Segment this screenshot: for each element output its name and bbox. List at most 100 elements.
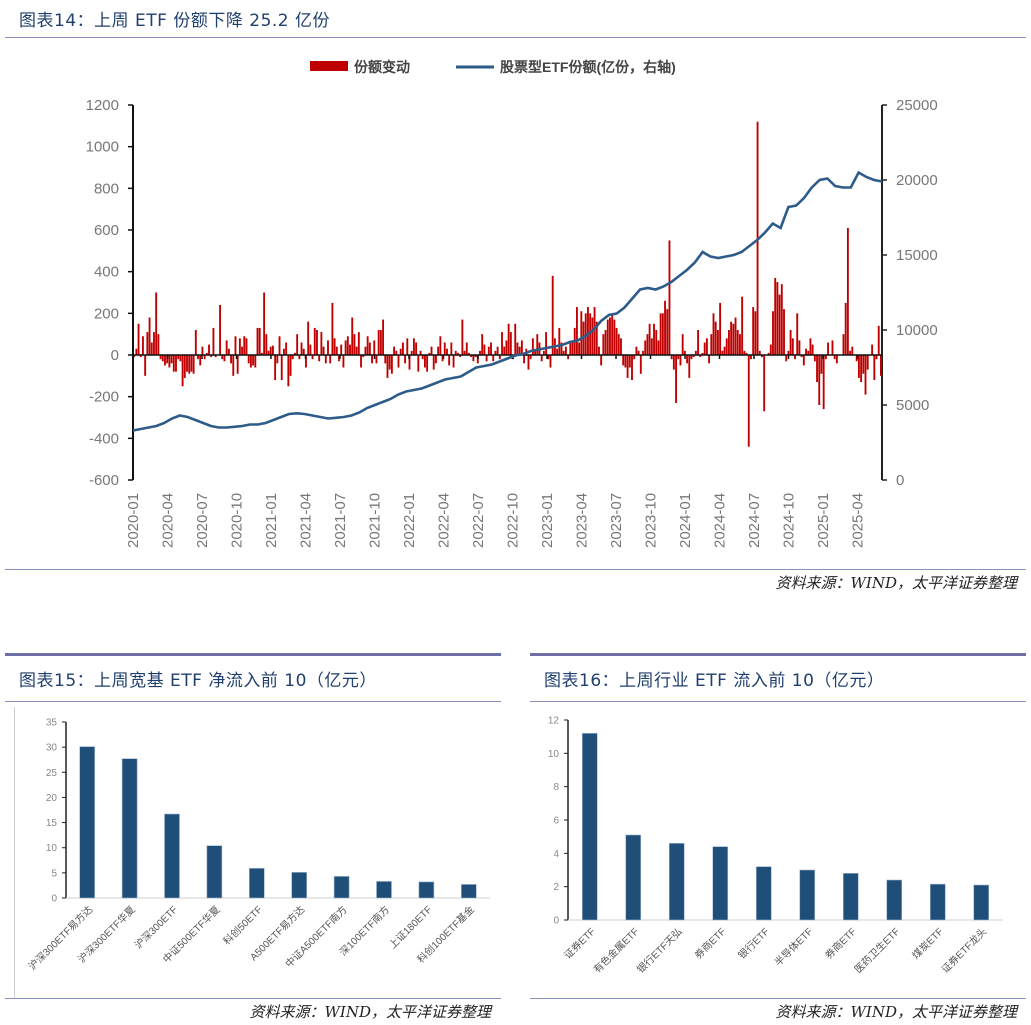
x-tick-label: 2025-04 — [850, 493, 867, 548]
share-change-bar — [589, 313, 592, 355]
share-change-bar — [571, 340, 574, 355]
share-change-bar — [611, 313, 614, 355]
share-change-bar — [355, 346, 358, 355]
share-change-bar — [307, 321, 310, 355]
share-change-bar — [346, 336, 349, 355]
share-change-bar — [807, 350, 810, 355]
share-change-bar — [481, 334, 484, 355]
y-tick-label: 20 — [46, 793, 58, 804]
share-change-bar — [767, 352, 770, 355]
share-change-bar — [305, 355, 307, 368]
share-change-bar — [446, 348, 448, 355]
share-change-bar — [520, 340, 523, 355]
share-change-bar — [798, 340, 801, 355]
share-change-bar — [514, 323, 517, 355]
share-change-bar — [851, 346, 854, 355]
share-change-bar — [833, 355, 836, 360]
share-change-bar — [439, 336, 442, 355]
share-change-bar — [457, 352, 459, 355]
share-change-bar — [219, 305, 221, 355]
category-label: 券商ETF — [822, 925, 859, 962]
share-change-bar — [285, 342, 288, 355]
right-tick-label: 0 — [896, 472, 904, 489]
share-change-bar — [642, 350, 644, 355]
share-change-bar — [668, 240, 671, 355]
share-change-bar — [679, 355, 682, 366]
share-change-bar — [357, 332, 360, 355]
chart15-title: 图表15：上周宽基 ETF 净流入前 10（亿元） — [19, 671, 377, 691]
share-change-bar — [844, 302, 847, 355]
x-tick-label: 2023-07 — [608, 493, 625, 548]
share-change-bar — [322, 346, 325, 355]
bar — [206, 845, 223, 899]
share-change-bar — [690, 355, 693, 360]
share-change-bar — [657, 340, 660, 355]
share-change-bar — [772, 311, 774, 355]
share-change-bar — [243, 336, 246, 355]
chart16-top-rule — [530, 653, 1026, 656]
share-change-bar — [672, 355, 675, 370]
share-change-bar — [371, 355, 373, 364]
share-change-bar — [527, 355, 530, 370]
share-change-bar — [545, 332, 548, 355]
share-change-bar — [820, 355, 823, 374]
share-change-bar — [157, 334, 160, 355]
share-change-bar — [761, 355, 763, 358]
share-change-bar — [875, 355, 878, 360]
bar — [886, 879, 903, 921]
share-change-bar — [871, 344, 874, 355]
share-change-bar — [377, 330, 380, 355]
share-change-bar — [604, 330, 607, 355]
share-change-bar — [474, 355, 477, 358]
chart14-right-axis: 25000 20000 15000 10000 5000 0 — [881, 97, 938, 489]
share-change-bar — [556, 348, 559, 355]
share-change-bar — [197, 355, 199, 360]
share-change-bar — [313, 327, 316, 355]
bar — [460, 884, 477, 899]
y-tick-label: 12 — [548, 716, 560, 727]
share-change-bar — [780, 284, 783, 355]
share-change-bar — [247, 355, 250, 364]
share-change-bar — [637, 350, 640, 355]
share-change-bar — [741, 296, 744, 355]
share-change-bar — [159, 355, 162, 360]
chart14-bars — [133, 121, 882, 447]
share-change-bar — [769, 344, 772, 355]
share-change-bar — [153, 332, 155, 355]
right-tick-label: 15000 — [896, 247, 938, 264]
share-change-bar — [505, 340, 508, 355]
bar — [79, 746, 95, 899]
left-tick-label: -400 — [89, 430, 119, 447]
x-tick-label: 2022-01 — [401, 493, 418, 548]
share-change-bar — [752, 307, 755, 355]
share-change-bar — [274, 355, 277, 380]
chart14-x-axis: 2020-01 2020-04 2020-07 2020-10 2021-01 2021-… — [125, 493, 867, 548]
share-change-bar — [725, 338, 728, 355]
share-change-bar — [723, 346, 726, 355]
share-change-bar — [245, 338, 248, 355]
share-change-bar — [289, 355, 292, 376]
share-change-bar — [426, 355, 429, 372]
chart15-bottom-rule — [5, 998, 501, 999]
share-change-bar — [181, 355, 184, 387]
share-change-bar — [320, 332, 323, 355]
share-change-bar — [794, 355, 796, 360]
category-label: 证券ETF — [561, 925, 598, 962]
share-change-bar — [388, 355, 391, 370]
share-change-bar — [710, 334, 713, 355]
share-change-bar — [778, 294, 781, 355]
share-change-bar — [362, 355, 365, 358]
share-change-bar — [417, 355, 420, 372]
share-change-bar — [635, 346, 638, 355]
share-change-bar — [296, 334, 299, 355]
share-change-bar — [498, 355, 501, 360]
share-change-bar — [344, 340, 347, 355]
share-change-bar — [271, 345, 274, 355]
share-change-bar — [397, 355, 400, 368]
share-change-bar — [562, 350, 565, 355]
share-change-bar — [732, 323, 735, 355]
share-change-bar — [150, 342, 153, 355]
share-change-bar — [879, 355, 882, 376]
bar — [625, 834, 642, 921]
share-change-bar — [598, 346, 600, 355]
